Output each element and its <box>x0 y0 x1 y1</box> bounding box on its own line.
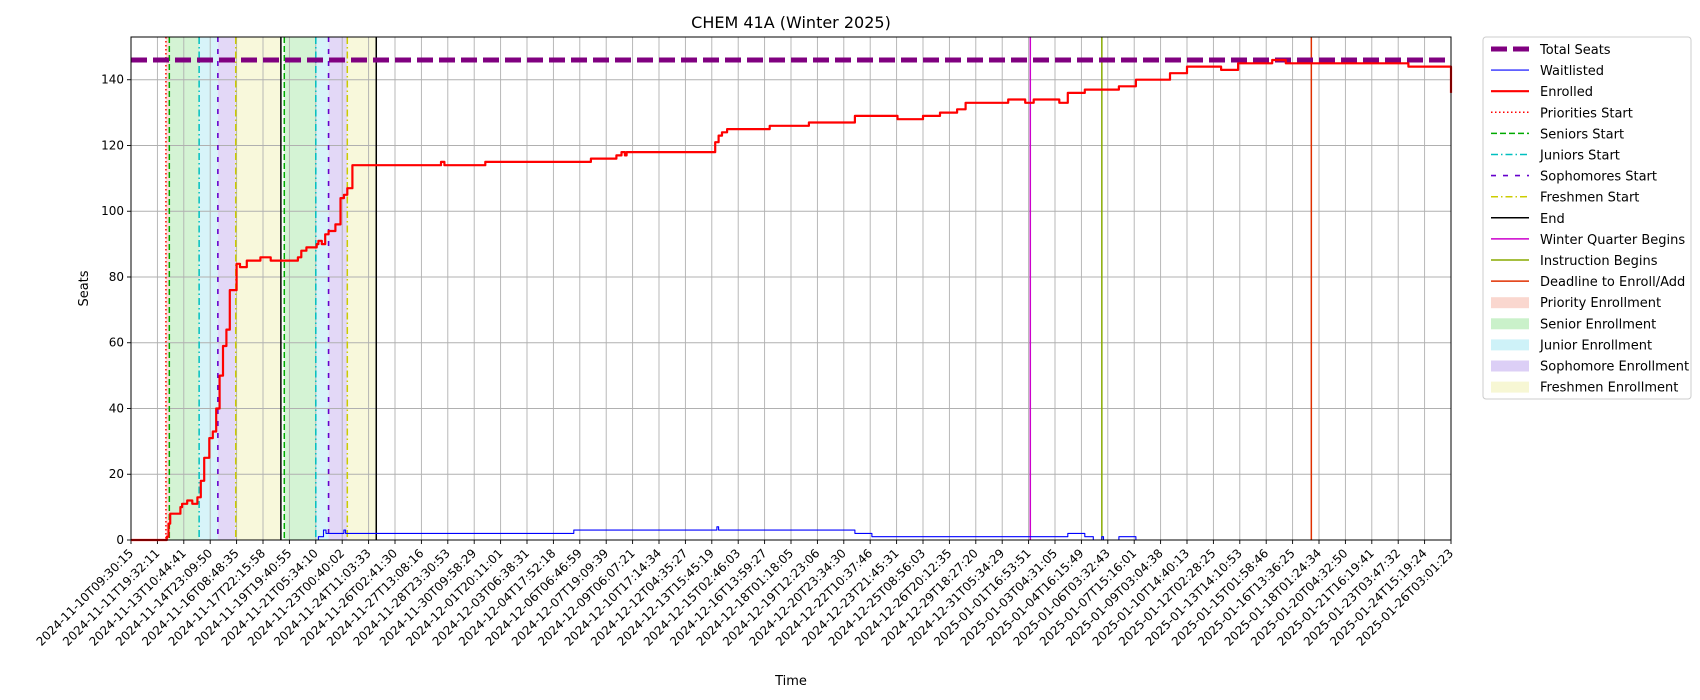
y-tick-label: 20 <box>109 467 124 481</box>
legend-label-waitlisted: Waitlisted <box>1540 64 1604 79</box>
legend-label-winter-quarter-begins: Winter Quarter Begins <box>1540 233 1685 248</box>
legend-label-juniors-start: Juniors Start <box>1539 149 1620 164</box>
plot-frame <box>130 36 1452 541</box>
y-tick-label: 80 <box>109 270 124 284</box>
legend-swatch-junior-enrollment <box>1491 339 1529 351</box>
legend-label-deadline-to-enroll-add: Deadline to Enroll/Add <box>1540 275 1685 290</box>
legend-label-freshmen-start: Freshmen Start <box>1540 191 1639 206</box>
legend-label-junior-enrollment: Junior Enrollment <box>1539 338 1652 353</box>
region-sophomore-enrollment-1 <box>217 37 236 540</box>
chart-title: CHEM 41A (Winter 2025) <box>691 13 891 32</box>
series-enrolled <box>131 58 1453 542</box>
legend-box <box>1482 36 1692 400</box>
legend-label-sophomores-start: Sophomores Start <box>1540 170 1657 185</box>
legend-label-end: End <box>1540 212 1565 227</box>
series-waitlisted <box>131 526 1451 541</box>
legend-label-instruction-begins: Instruction Begins <box>1540 254 1658 269</box>
region-sophomore-enrollment-2 <box>328 37 348 540</box>
region-freshmen-enrollment-1 <box>235 37 281 540</box>
region-freshmen-enrollment-2 <box>347 37 377 540</box>
y-tick-label: 0 <box>116 533 124 547</box>
region-junior-enrollment-2 <box>315 37 329 540</box>
y-axis-title: Seats <box>77 270 92 306</box>
y-tick-label: 140 <box>101 73 124 87</box>
legend-swatch-freshmen-enrollment <box>1491 381 1529 393</box>
y-tick-label: 100 <box>101 204 124 218</box>
legend-label-seniors-start: Seniors Start <box>1540 127 1624 142</box>
legend-label-priority-enrollment: Priority Enrollment <box>1540 296 1661 311</box>
y-tick-label: 40 <box>109 401 124 415</box>
legend: Total Seats Waitlisted Enrolled Priorities … <box>1482 36 1692 400</box>
legend-label-total-seats: Total Seats <box>1539 43 1611 58</box>
legend-label-enrolled: Enrolled <box>1540 85 1593 100</box>
legend-label-priorities-start: Priorities Start <box>1540 106 1633 121</box>
legend-label-sophomore-enrollment: Sophomore Enrollment <box>1540 360 1689 375</box>
legend-swatch-senior-enrollment <box>1491 318 1529 330</box>
legend-swatch-sophomore-enrollment <box>1491 360 1529 372</box>
legend-swatch-priority-enrollment <box>1491 297 1529 309</box>
region-junior-enrollment-1 <box>199 37 218 540</box>
x-axis-title: Time <box>774 674 807 689</box>
y-tick-label: 60 <box>109 336 124 350</box>
region-priority-enrollment-1 <box>165 37 170 540</box>
legend-label-freshmen-enrollment: Freshmen Enrollment <box>1540 381 1678 396</box>
legend-label-senior-enrollment: Senior Enrollment <box>1540 317 1656 332</box>
plot-area: 2024-11-10T09:30:152024-11-11T19:32:1120… <box>34 36 1456 649</box>
y-tick-label: 120 <box>101 138 124 152</box>
